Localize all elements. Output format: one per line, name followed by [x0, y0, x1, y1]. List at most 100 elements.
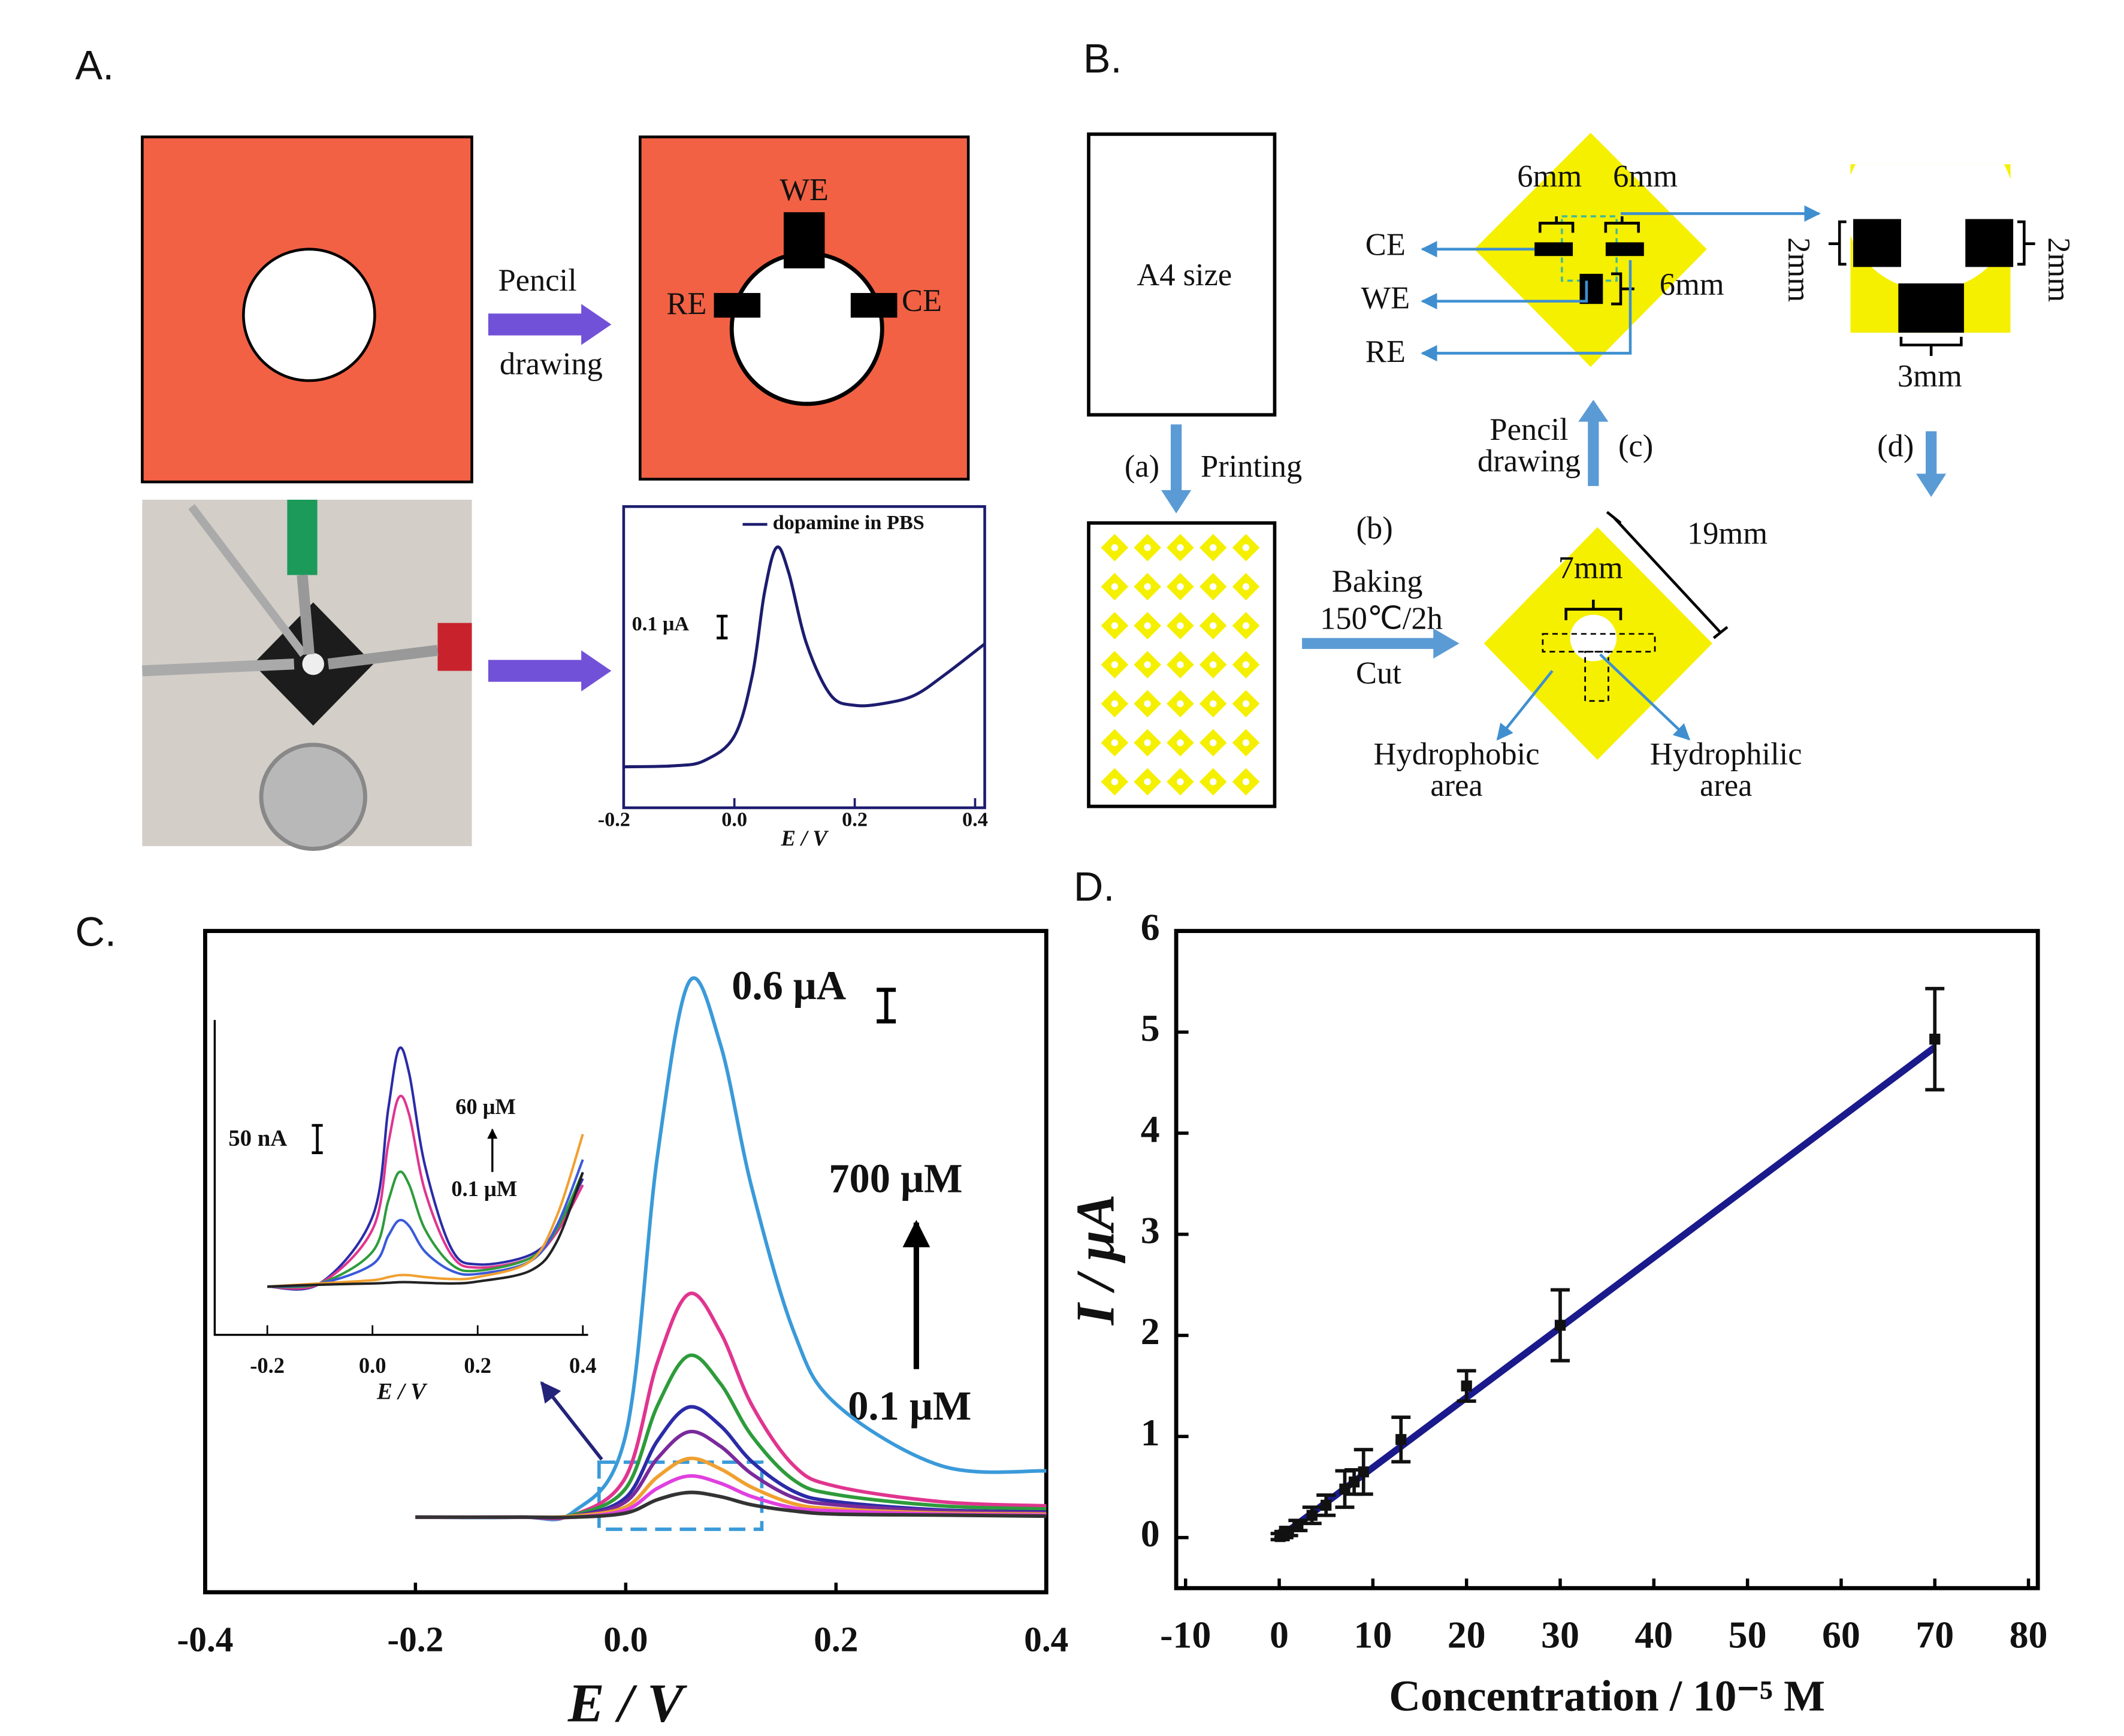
- x-tick-label: 20: [1448, 1613, 1486, 1656]
- chip-hole: [1111, 700, 1119, 708]
- scale-bar: [877, 988, 896, 1024]
- chip-hole: [1242, 700, 1250, 708]
- annotation: 50 nA: [228, 1125, 287, 1151]
- area-label: Hydrophobic: [1374, 736, 1540, 771]
- point: [1306, 1509, 1318, 1521]
- electrode: [1534, 242, 1573, 256]
- annotation: 0.1 μA: [632, 612, 690, 635]
- chip: [1474, 132, 1707, 367]
- chip-hole: [1242, 622, 1250, 629]
- photo: [141, 499, 472, 851]
- y-tick-label: 6: [1141, 905, 1160, 948]
- chip-hole: [1111, 622, 1119, 629]
- chip-hole: [1144, 739, 1151, 747]
- dimension: [1564, 599, 1623, 620]
- step-label: Cut: [1356, 656, 1401, 691]
- chip-hole: [1177, 700, 1184, 708]
- y-axis-label: I / μA: [1065, 1194, 1126, 1326]
- hole: [729, 251, 884, 406]
- series-line: [623, 545, 986, 769]
- chip-hole: [1111, 778, 1119, 786]
- block-arrows: [1161, 400, 1947, 659]
- electrode: [714, 292, 761, 318]
- electrode: [1853, 219, 1901, 267]
- arrow-label: drawing: [500, 346, 603, 381]
- point: [1339, 1483, 1350, 1495]
- step-label: (a): [1125, 449, 1159, 484]
- chip-hole: [1111, 583, 1119, 590]
- dimension-label: 6mm: [1517, 159, 1582, 194]
- hole: [242, 247, 376, 382]
- chip-hole: [1210, 583, 1217, 590]
- chip-hole: [1144, 544, 1151, 551]
- chip-hole: [1111, 739, 1119, 747]
- series-line: [415, 1490, 1047, 1520]
- annotation: 60 μM: [455, 1094, 516, 1119]
- chip-hole: [1210, 739, 1217, 747]
- pointers: [1421, 205, 1821, 362]
- x-tick-label: 0.4: [569, 1353, 597, 1378]
- arrow-label: Pencil: [498, 263, 576, 298]
- dimension-label: 3mm: [1898, 359, 1962, 394]
- annotation: 0.6 μA: [732, 963, 846, 1009]
- x-tick-label: 0.2: [464, 1353, 491, 1378]
- step-label: 150℃/2h: [1320, 601, 1443, 636]
- x-tick-label: 80: [2010, 1613, 2048, 1656]
- pointer: [1599, 653, 1691, 741]
- y-tick-label: 0: [1141, 1512, 1160, 1555]
- area-label: area: [1430, 768, 1482, 803]
- x-tick-label: 30: [1541, 1613, 1579, 1656]
- chip-hole: [1210, 661, 1217, 668]
- annotation: 0.1 μM: [848, 1383, 971, 1429]
- x-tick-label: -0.2: [387, 1619, 443, 1659]
- electrode: [1579, 273, 1603, 304]
- point: [1321, 1499, 1332, 1511]
- series-line: [267, 1134, 584, 1288]
- chip-hole: [1177, 661, 1184, 668]
- dimension: [1828, 220, 2035, 357]
- electrode-label: RE: [1365, 334, 1406, 369]
- area-label: area: [1700, 768, 1752, 803]
- chip-hole: [1210, 622, 1217, 629]
- dimension: [1539, 216, 1640, 306]
- sheet-label: A4 size: [1137, 258, 1232, 292]
- zoom-box: [597, 1460, 764, 1531]
- dimension-label: 19mm: [1687, 517, 1768, 551]
- electrode: [1605, 242, 1644, 256]
- axes: [213, 1020, 588, 1336]
- x-tick-label: 0.0: [721, 808, 747, 831]
- a4-sheet: [1087, 132, 1277, 417]
- point: [1348, 1476, 1360, 1488]
- arrow: [488, 304, 612, 345]
- annotation: 700 μM: [829, 1156, 962, 1201]
- chip-hole: [1177, 622, 1184, 629]
- point: [1554, 1320, 1566, 1331]
- point: [1929, 1033, 1941, 1045]
- dimension-label: 2mm: [1781, 237, 1816, 302]
- step-label: Baking: [1332, 564, 1423, 599]
- electrode: [1965, 219, 2014, 267]
- x-tick-label: 0.2: [814, 1619, 858, 1659]
- y-tick-label: 5: [1141, 1007, 1160, 1049]
- electrode: [850, 292, 898, 318]
- step-label: Pencil: [1489, 412, 1568, 447]
- y-tick-label: 3: [1141, 1209, 1160, 1251]
- chip-hole: [1111, 544, 1119, 551]
- x-tick-label: 0.0: [359, 1353, 386, 1378]
- chip-hole: [1210, 700, 1217, 708]
- point: [1461, 1380, 1472, 1391]
- legend-label: dopamine in PBS: [773, 511, 924, 534]
- plot-frame: [622, 505, 986, 810]
- y-tick-label: 2: [1141, 1310, 1160, 1352]
- x-axis-label: Concentration / 10⁻⁵ M: [1389, 1671, 1825, 1720]
- x-tick-label: 0.4: [1024, 1619, 1068, 1659]
- x-tick-label: -10: [1160, 1613, 1211, 1656]
- fit-line: [1277, 1044, 1937, 1541]
- step-label: (d): [1877, 428, 1914, 463]
- chip-hole: [1242, 544, 1250, 551]
- chip-hole: [1144, 661, 1151, 668]
- scale-bar: [717, 614, 728, 639]
- dimension-label: 7mm: [1558, 551, 1623, 585]
- chip-hole: [1144, 622, 1151, 629]
